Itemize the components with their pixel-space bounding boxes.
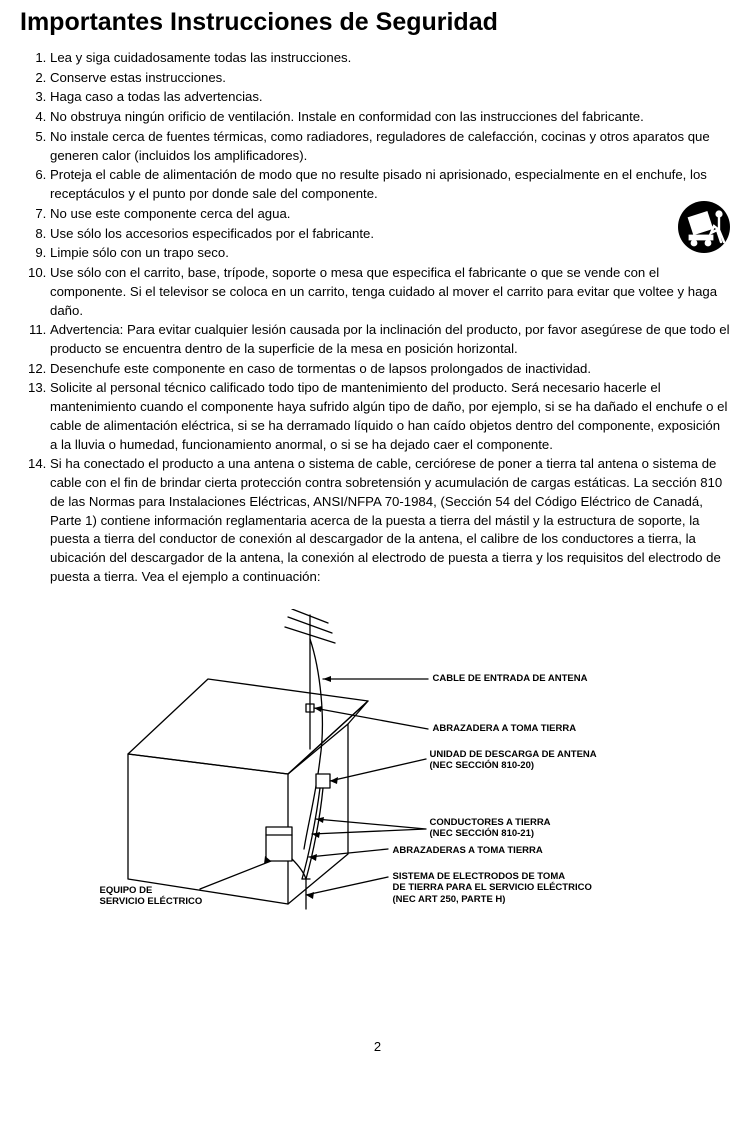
instruction-item: Advertencia: Para evitar cualquier lesió…	[50, 321, 735, 358]
instruction-item: No obstruya ningún orificio de ventilaci…	[50, 108, 735, 127]
instruction-item: Si ha conectado el producto a una antena…	[50, 455, 735, 586]
instructions-list: Lea y siga cuidadosamente todas las inst…	[20, 49, 735, 587]
label-ground-clamp: ABRAZADERA A TOMA TIERRA	[433, 723, 577, 735]
instruction-item: Desenchufe este componente en caso de to…	[50, 360, 735, 379]
grounding-diagram: CABLE DE ENTRADA DE ANTENA ABRAZADERA A …	[20, 609, 735, 949]
instruction-item: No use este componente cerca del agua.	[50, 205, 735, 224]
instruction-item: Lea y siga cuidadosamente todas las inst…	[50, 49, 735, 68]
label-ground-clamps: ABRAZADERAS A TOMA TIERRA	[393, 845, 543, 857]
instruction-item: Use sólo los accesorios especificados po…	[50, 225, 735, 244]
label-electrode-system: SISTEMA DE ELECTRODOS DE TOMA DE TIERRA …	[393, 871, 592, 907]
page-number: 2	[20, 1039, 735, 1054]
instruction-item: No instale cerca de fuentes térmicas, co…	[50, 128, 735, 165]
tip-over-warning-icon	[677, 200, 731, 254]
label-discharge-unit: UNIDAD DE DESCARGA DE ANTENA (NEC SECCIÓ…	[430, 749, 597, 773]
instruction-item: Limpie sólo con un trapo seco.	[50, 244, 735, 263]
label-ground-conductors: CONDUCTORES A TIERRA (NEC SECCIÓN 810-21…	[430, 817, 551, 841]
instruction-item: Conserve estas instrucciones.	[50, 69, 735, 88]
page-title: Importantes Instrucciones de Seguridad	[20, 8, 735, 37]
instruction-item: Haga caso a todas las advertencias.	[50, 88, 735, 107]
label-service-equipment: EQUIPO DE SERVICIO ELÉCTRICO	[100, 885, 203, 909]
instruction-item: Proteja el cable de alimentación de modo…	[50, 166, 735, 203]
instruction-item: Solicite al personal técnico calificado …	[50, 379, 735, 454]
label-antenna-lead: CABLE DE ENTRADA DE ANTENA	[433, 673, 588, 685]
instruction-item: Use sólo con el carrito, base, trípode, …	[50, 264, 735, 320]
